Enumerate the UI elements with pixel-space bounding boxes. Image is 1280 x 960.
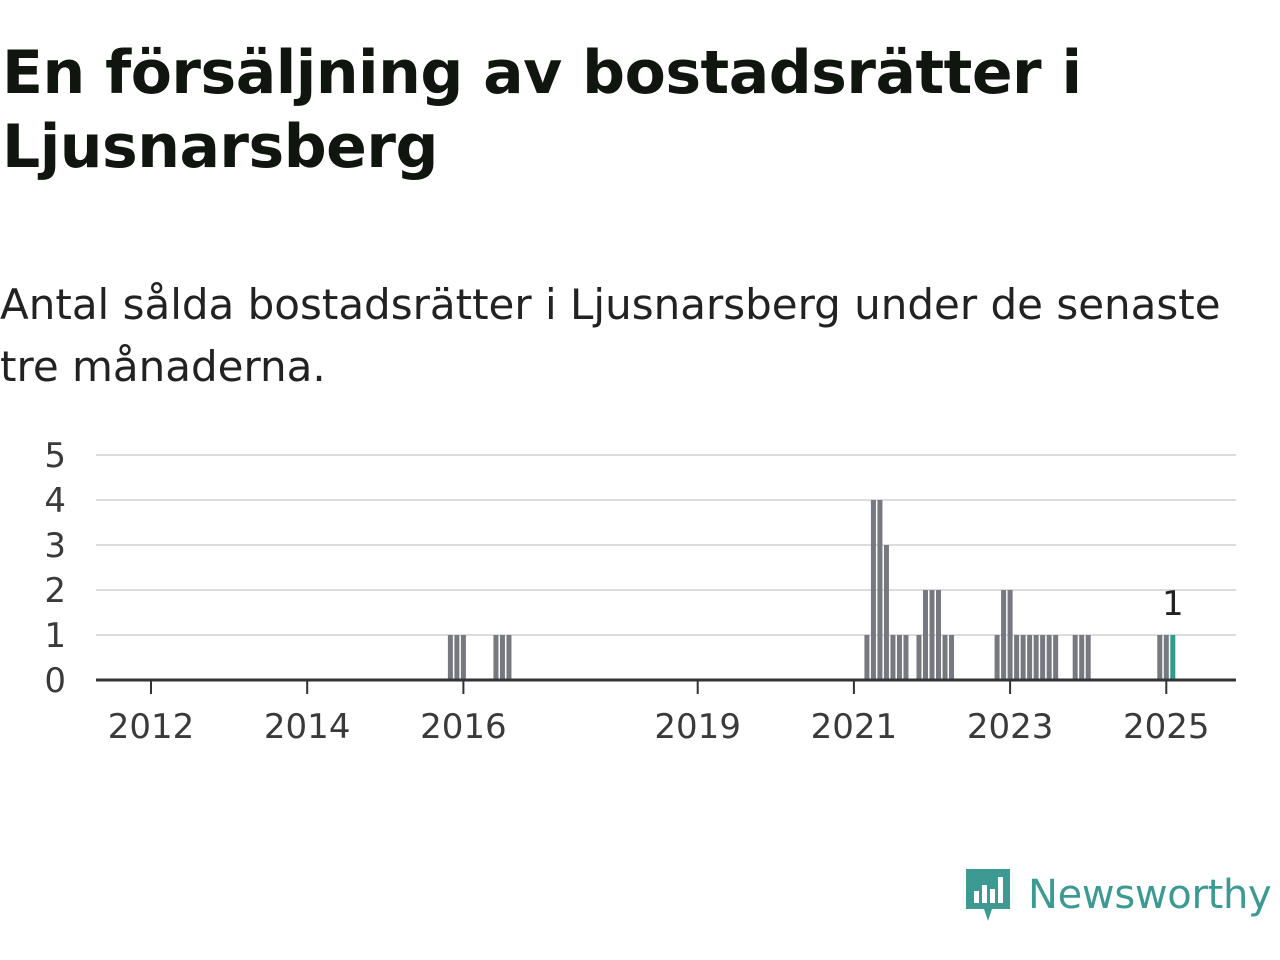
y-tick-label: 0 [44, 661, 66, 701]
bar [870, 500, 876, 680]
bar-highlight [1170, 635, 1176, 680]
brand-logo: Newsworthy [962, 862, 1272, 928]
bar [896, 635, 902, 680]
y-tick-label: 4 [44, 481, 66, 521]
bar [864, 635, 870, 680]
data-labels: 1 [1162, 584, 1184, 624]
bar [447, 635, 453, 680]
bar [922, 590, 928, 680]
y-tick-label: 5 [44, 436, 66, 476]
grid-lines [96, 454, 1236, 636]
x-tick-label: 2019 [654, 707, 741, 747]
x-tick-label: 2014 [264, 707, 351, 747]
chart-title: En försäljning av bostadsrätter i Ljusna… [2, 38, 1082, 182]
bar [1033, 635, 1039, 680]
bar [929, 590, 935, 680]
bar [949, 635, 955, 680]
bar [1072, 635, 1078, 680]
bar [936, 590, 942, 680]
bars [447, 500, 1176, 680]
bar [499, 635, 505, 680]
bar [454, 635, 460, 680]
y-tick-label: 3 [44, 526, 66, 566]
bar [877, 500, 883, 680]
bar-chart: 0 1 2 3 4 5 2012 2014 2016 2019 2021 2023 2025 1 [44, 436, 1236, 747]
bar [1079, 635, 1085, 680]
bar [1157, 635, 1163, 680]
y-tick-label: 1 [44, 616, 66, 656]
bar [1014, 635, 1020, 680]
bar [903, 635, 909, 680]
bar [1040, 635, 1046, 680]
bar [890, 635, 896, 680]
newsworthy-logo-icon [966, 869, 1010, 921]
bar [1163, 635, 1169, 680]
bar [883, 545, 889, 680]
bar [493, 635, 499, 680]
bar [1027, 635, 1033, 680]
x-tick-label: 2016 [420, 707, 507, 747]
x-tick-label: 2025 [1123, 707, 1210, 747]
x-axis-ticks: 2012 2014 2016 2019 2021 2023 2025 [108, 680, 1210, 747]
bar [1001, 590, 1007, 680]
brand-name: Newsworthy [1028, 872, 1272, 918]
bar [994, 635, 1000, 680]
x-tick-label: 2023 [967, 707, 1054, 747]
bar [942, 635, 948, 680]
bar [506, 635, 512, 680]
x-tick-label: 2012 [108, 707, 195, 747]
bar [1053, 635, 1059, 680]
bar [460, 635, 466, 680]
bar [1085, 635, 1091, 680]
data-label: 1 [1162, 584, 1184, 624]
y-axis-ticks: 0 1 2 3 4 5 [44, 436, 66, 701]
chart-subtitle: Antal sålda bostadsrätter i Ljusnarsberg… [0, 280, 1221, 391]
y-tick-label: 2 [44, 571, 66, 611]
bar [1007, 590, 1013, 680]
bar [1046, 635, 1052, 680]
bar [1020, 635, 1026, 680]
x-tick-label: 2021 [811, 707, 898, 747]
bar [916, 635, 922, 680]
